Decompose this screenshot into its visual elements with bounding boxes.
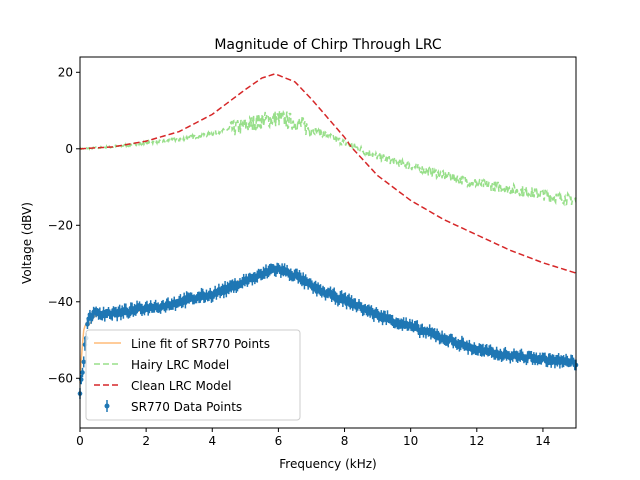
series-group <box>77 73 579 400</box>
x-tick-label: 12 <box>469 434 484 448</box>
series-hairy-lrc-model <box>79 110 577 207</box>
x-tick-label: 8 <box>341 434 349 448</box>
x-ticks: 0 2 4 6 8 10 12 14 <box>76 428 551 448</box>
legend-label-sr770-points: SR770 Data Points <box>131 400 242 414</box>
chart-title: Magnitude of Chirp Through LRC <box>214 37 442 53</box>
legend-entry-clean-model: Clean LRC Model <box>94 379 232 393</box>
legend-swatch-marker <box>104 403 110 409</box>
y-tick-label: −60 <box>48 371 73 385</box>
legend-entry-sr770-points: SR770 Data Points <box>104 400 242 414</box>
x-tick-label: 0 <box>76 434 84 448</box>
x-tick-label: 4 <box>208 434 216 448</box>
legend-label-hairy-model: Hairy LRC Model <box>131 358 229 372</box>
series-clean-lrc-model <box>79 73 577 274</box>
y-axis-label: Voltage (dBV) <box>20 202 34 284</box>
x-tick-label: 14 <box>535 434 550 448</box>
y-ticks: −60 −40 −20 0 20 <box>48 65 80 385</box>
x-tick-label: 10 <box>403 434 418 448</box>
legend-label-line-fit: Line fit of SR770 Points <box>131 337 270 351</box>
legend-label-clean-model: Clean LRC Model <box>131 379 232 393</box>
series-sr770-data-points <box>77 262 579 400</box>
data-point <box>81 359 87 365</box>
x-tick-label: 2 <box>142 434 150 448</box>
y-tick-label: 20 <box>58 65 73 79</box>
axes-frame <box>79 56 577 429</box>
data-point <box>80 370 85 375</box>
y-tick-label: −40 <box>48 295 73 309</box>
x-axis-label: Frequency (kHz) <box>279 457 376 471</box>
legend: Line fit of SR770 Points Hairy LRC Model… <box>85 329 301 421</box>
legend-entry-line-fit: Line fit of SR770 Points <box>94 337 270 351</box>
plot-area: 0 2 4 6 8 10 12 14 −60 −40 −20 0 20 <box>48 56 579 448</box>
y-tick-label: 0 <box>65 142 73 156</box>
legend-box <box>85 329 301 421</box>
x-tick-label: 6 <box>275 434 283 448</box>
legend-entry-hairy-model: Hairy LRC Model <box>94 358 229 372</box>
y-tick-label: −20 <box>48 218 73 232</box>
